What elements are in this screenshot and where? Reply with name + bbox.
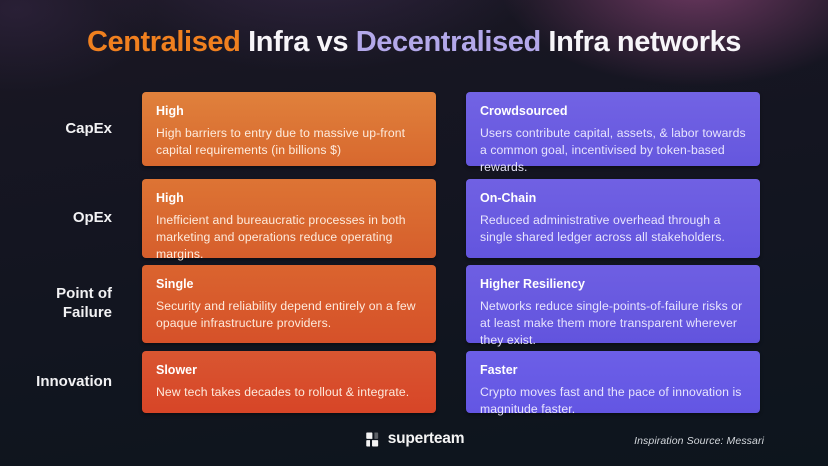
card-body: Users contribute capital, assets, & labo… <box>480 126 746 174</box>
footer-brand: superteam <box>364 430 465 448</box>
card-body: Networks reduce single-points-of-failure… <box>480 299 743 347</box>
decentralised-card-capex: Crowdsourced Users contribute capital, a… <box>466 92 760 174</box>
title-part-middle: Infra vs <box>240 26 356 58</box>
card-heading: Slower <box>156 363 197 377</box>
page-title: Centralised Infra vs Decentralised Infra… <box>0 26 828 59</box>
comparison-row-point-of-failure: Point of Failure Single Security and rel… <box>0 265 828 347</box>
row-label-point-of-failure: Point of Failure <box>56 285 112 321</box>
card-heading: Faster <box>480 363 518 377</box>
decentralised-card-innovation: Faster Crypto moves fast and the pace of… <box>466 351 760 416</box>
card-body: Reduced administrative overhead through … <box>480 213 725 244</box>
title-part-centralised: Centralised <box>86 26 241 58</box>
comparison-row-capex: CapEx High High barriers to entry due to… <box>0 92 828 174</box>
card-heading: High <box>156 191 184 205</box>
decentralised-card-point-of-failure: Higher Resiliency Networks reduce single… <box>466 265 760 347</box>
card-heading: Single <box>156 277 194 291</box>
card-heading: On-Chain <box>480 191 537 205</box>
source-attribution: Inspiration Source: Messari <box>634 435 764 447</box>
comparison-row-opex: OpEx High Inefficient and bureaucratic p… <box>0 179 828 261</box>
row-label-capex: CapEx <box>65 119 112 137</box>
card-body: New tech takes decades to rollout & inte… <box>156 385 410 399</box>
card-body: Crypto moves fast and the pace of innova… <box>480 385 742 416</box>
comparison-row-innovation: Innovation Slower New tech takes decades… <box>0 351 828 416</box>
card-heading: Higher Resiliency <box>480 277 585 291</box>
footer-brand-name: superteam <box>387 430 465 447</box>
centralised-card-point-of-failure: Single Security and reliability depend e… <box>142 265 436 343</box>
card-heading: High <box>156 104 184 118</box>
card-body: Inefficient and bureaucratic processes i… <box>156 213 406 261</box>
superteam-logo-icon <box>364 431 381 448</box>
card-body: High barriers to entry due to massive up… <box>156 126 406 157</box>
centralised-card-capex: High High barriers to entry due to massi… <box>142 92 436 166</box>
title-part-suffix: Infra networks <box>540 26 742 58</box>
row-label-opex: OpEx <box>72 209 112 227</box>
centralised-card-innovation: Slower New tech takes decades to rollout… <box>142 351 436 413</box>
card-body: Security and reliability depend entirely… <box>156 299 416 330</box>
row-label-innovation: Innovation <box>36 372 112 390</box>
title-part-decentralised: Decentralised <box>355 26 541 58</box>
decentralised-card-opex: On-Chain Reduced administrative overhead… <box>466 179 760 258</box>
centralised-card-opex: High Inefficient and bureaucratic proces… <box>142 179 436 261</box>
card-heading: Crowdsourced <box>480 104 568 118</box>
